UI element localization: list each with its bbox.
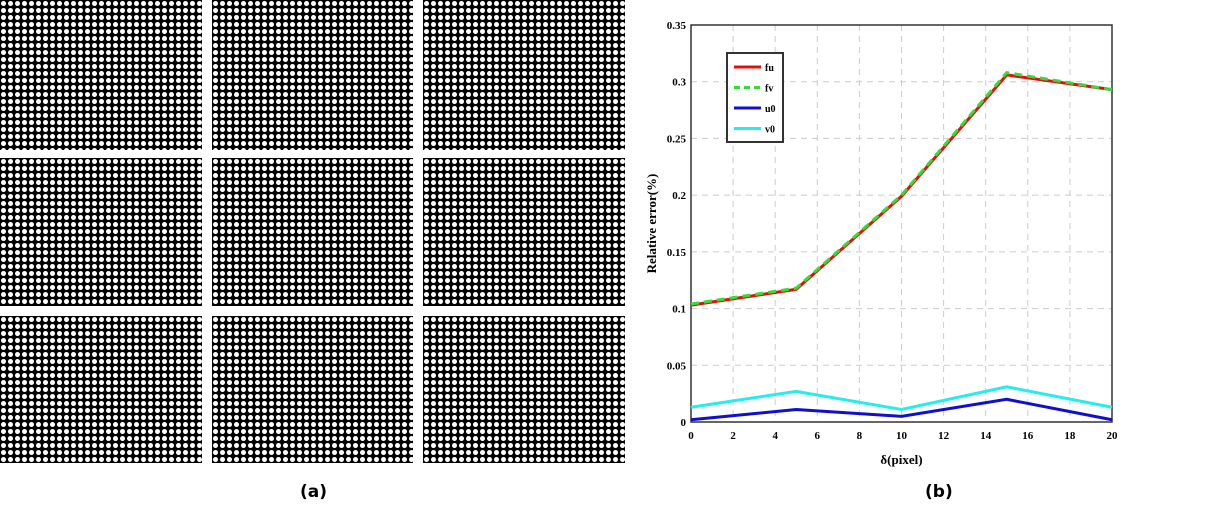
legend-label-fu: fu: [765, 63, 774, 74]
dot-tile: [0, 158, 202, 306]
x-tick-label: 12: [938, 430, 950, 442]
x-tick-label: 20: [1107, 430, 1119, 442]
dot-tile: [423, 158, 625, 306]
dot-tile: [212, 158, 413, 306]
panel-label-b: (b): [925, 482, 953, 502]
y-tick-label: 0.1: [672, 304, 686, 316]
legend-label-fv: fv: [765, 84, 773, 95]
dot-tile: [423, 0, 625, 150]
x-tick-label: 4: [772, 430, 778, 442]
y-tick-label: 0: [681, 417, 687, 429]
dot-tile: [0, 316, 202, 463]
series-line-u0: [690, 397, 1113, 422]
x-axis-label: δ(pixel): [880, 452, 922, 467]
series-line-fv: [690, 71, 1113, 306]
plot-frame: [690, 24, 1113, 423]
x-tick-label: 8: [857, 430, 863, 442]
x-tick-label: 10: [896, 430, 908, 442]
x-tick-label: 16: [1022, 430, 1034, 442]
dot-tile: [212, 316, 413, 463]
y-tick-label: 0.05: [667, 360, 687, 372]
x-tick-label: 2: [730, 430, 736, 442]
relative-error-chart: 0 2 4 6 8 10 12 14 16 18 20 0 0.05 0.1 0.15 0.2 0.25 0.3 0…: [644, 20, 1119, 467]
legend-label-u0: u0: [765, 104, 776, 115]
legend-label-v0: v0: [765, 125, 775, 136]
x-tick-label: 0: [688, 430, 694, 442]
series-line-v0: [690, 385, 1113, 412]
x-tick-label: 18: [1064, 430, 1076, 442]
y-tick-label: 0.35: [667, 20, 687, 32]
dot-tile: [0, 0, 202, 150]
y-axis-label: Relative error(%): [644, 174, 659, 274]
y-tick-label: 0.2: [672, 190, 686, 202]
panel-label-a: (a): [300, 482, 328, 502]
dot-tile: [423, 316, 625, 463]
dot-tile: [212, 0, 413, 150]
y-tick-label: 0.15: [667, 247, 687, 259]
x-tick-label: 6: [815, 430, 821, 442]
y-tick-label: 0.3: [672, 77, 686, 89]
x-tick-label: 14: [980, 430, 992, 442]
y-tick-label: 0.25: [667, 133, 687, 145]
